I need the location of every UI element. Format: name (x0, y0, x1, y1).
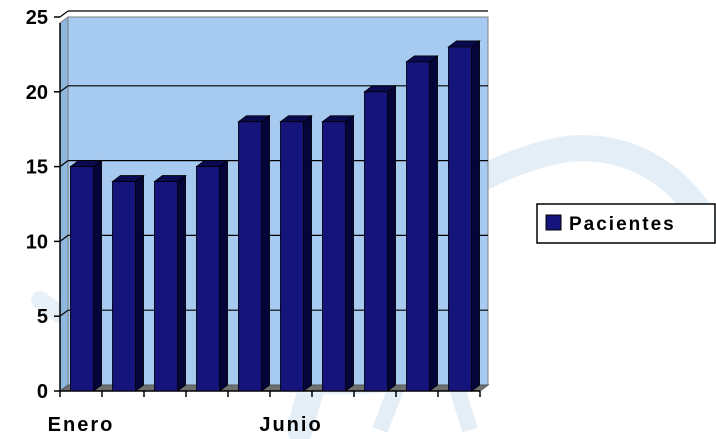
bar-side (472, 41, 480, 391)
y-tick-label: 5 (37, 306, 48, 328)
bar-side (94, 161, 102, 391)
bar (196, 161, 227, 391)
x-tick-label: Junio (259, 414, 322, 436)
bar-side (430, 56, 438, 391)
bar-side (262, 116, 270, 391)
bar-front (70, 167, 93, 391)
gridline (60, 11, 68, 17)
bar (238, 116, 269, 391)
bar-side (346, 116, 354, 391)
y-tick-label: 10 (26, 231, 48, 253)
bar-front (154, 182, 177, 391)
x-tick-label: Enero (48, 414, 115, 436)
bar-front (280, 122, 303, 391)
bar-front (406, 62, 429, 391)
legend-swatch (546, 215, 561, 230)
bar-front (112, 182, 135, 391)
bar-front (364, 92, 387, 391)
legend: Pacientes (537, 204, 715, 243)
bar-side (136, 176, 144, 391)
bar (154, 176, 185, 391)
bar-front (448, 47, 471, 391)
bar-side (220, 161, 228, 391)
bar-side (178, 176, 186, 391)
bar (448, 41, 479, 391)
y-tick-label: 20 (26, 82, 48, 104)
x-axis: Enero Junio (48, 391, 480, 436)
legend-label: Pacientes (569, 214, 676, 235)
bar (70, 161, 101, 391)
bar (112, 176, 143, 391)
y-axis: 0 5 10 15 20 25 (26, 7, 60, 403)
bar-side (304, 116, 312, 391)
bar (280, 116, 311, 391)
bar (406, 56, 437, 391)
bar-front (322, 122, 345, 391)
y-tick-label: 15 (26, 157, 48, 179)
bar (322, 116, 353, 391)
y-tick-label: 25 (26, 7, 48, 29)
bar (364, 86, 395, 391)
y-tick-label: 0 (37, 381, 48, 403)
bar-side (388, 86, 396, 391)
plot-side-wall (60, 17, 68, 391)
bar-front (196, 167, 219, 391)
bar-front (238, 122, 261, 391)
